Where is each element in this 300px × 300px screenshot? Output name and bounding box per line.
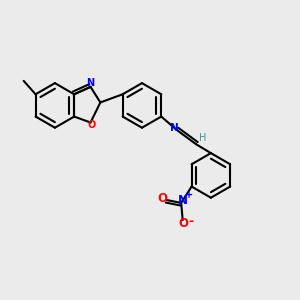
Text: -: - (188, 215, 194, 228)
Text: +: + (185, 190, 194, 200)
Text: O: O (87, 121, 95, 130)
Text: O: O (158, 192, 168, 205)
Text: N: N (170, 124, 179, 134)
Text: N: N (86, 78, 94, 88)
Text: O: O (178, 217, 188, 230)
Text: N: N (178, 194, 188, 207)
Text: H: H (199, 133, 206, 143)
